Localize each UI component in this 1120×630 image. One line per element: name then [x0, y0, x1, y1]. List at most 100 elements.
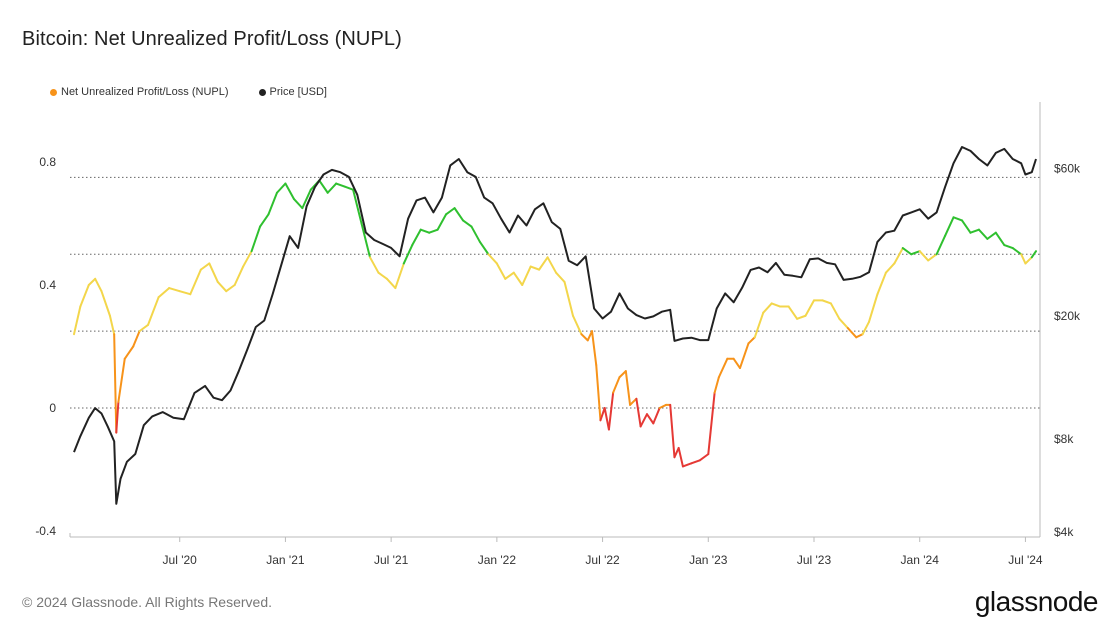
nupl-segment — [147, 296, 160, 326]
nupl-segment — [690, 459, 701, 465]
nupl-segment — [168, 287, 181, 293]
nupl-segment — [352, 188, 363, 225]
nupl-segment — [867, 293, 879, 323]
nupl-segment — [343, 185, 355, 191]
nupl-segment — [113, 333, 118, 434]
nupl-segment — [861, 320, 870, 336]
nupl-segment — [275, 182, 287, 194]
nupl-segment — [977, 228, 989, 240]
nupl-segment — [1011, 247, 1023, 256]
nupl-segment — [821, 299, 832, 305]
nupl-segment — [563, 280, 574, 317]
nupl-segment — [115, 400, 120, 434]
nupl-segment — [1024, 256, 1033, 265]
nupl-segment — [717, 357, 729, 379]
nupl-segment — [681, 462, 693, 468]
nupl-segment — [986, 231, 997, 240]
nupl-segment — [618, 370, 627, 379]
nupl-segment — [394, 262, 405, 290]
legend-dot-nupl — [50, 88, 57, 96]
nupl-segment — [470, 225, 481, 243]
nupl-segment — [189, 268, 202, 296]
nupl-segment — [100, 290, 111, 317]
nupl-segment — [546, 256, 558, 274]
x-tick-label: Jul '22 — [585, 553, 620, 567]
nupl-segment — [893, 247, 904, 265]
nupl-segment — [838, 317, 849, 330]
nupl-segment — [428, 228, 439, 234]
nupl-segment — [521, 265, 532, 286]
nupl-segment — [639, 413, 648, 428]
nupl-segment — [910, 250, 921, 256]
nupl-segment — [478, 240, 490, 256]
nupl-segment — [1003, 244, 1014, 250]
nupl-segment — [208, 262, 219, 283]
nupl-segment — [747, 336, 756, 345]
x-tick-label: Jan '23 — [689, 553, 728, 567]
nupl-segment — [529, 265, 541, 271]
nupl-segment — [385, 277, 397, 290]
nupl-segment — [876, 271, 887, 296]
legend-item-nupl[interactable]: Net Unrealized Profit/Loss (NUPL) — [50, 86, 229, 98]
nupl-segment — [918, 250, 930, 262]
nupl-segment — [360, 222, 371, 259]
nupl-segment — [884, 262, 896, 274]
nupl-segment — [673, 446, 680, 459]
nupl-segment — [216, 280, 228, 293]
nupl-segment — [901, 247, 913, 256]
nupl-segment — [453, 207, 465, 222]
nupl-segment — [462, 219, 473, 228]
legend-label-nupl: Net Unrealized Profit/Loss (NUPL) — [61, 86, 229, 98]
nupl-segment — [762, 302, 773, 314]
nupl-segment — [199, 262, 211, 271]
nupl-segment — [436, 213, 448, 231]
nupl-segment — [284, 182, 295, 200]
nupl-segment — [108, 314, 116, 336]
nupl-segment — [739, 342, 750, 370]
legend-item-price[interactable]: Price [USD] — [258, 86, 327, 98]
nupl-segment — [487, 253, 498, 265]
nupl-segment — [645, 413, 655, 425]
nupl-segment — [829, 302, 841, 320]
threshold-lines — [70, 176, 1040, 409]
nupl-segment — [713, 376, 720, 394]
nupl-segment — [796, 314, 807, 320]
nupl-segment — [138, 323, 149, 333]
nupl-segment — [411, 228, 422, 247]
nupl-segment — [504, 271, 515, 280]
nupl-segment — [571, 314, 583, 336]
nupl-segment — [591, 330, 598, 366]
y-right-tick-label: $20k — [1054, 309, 1081, 323]
y-right-tick-label: $4k — [1054, 525, 1074, 539]
chart-legend: Net Unrealized Profit/Loss (NUPL) Price … — [50, 86, 327, 98]
x-tick-label: Jan '24 — [901, 553, 940, 567]
nupl-segment — [292, 197, 304, 210]
nupl-segment — [612, 376, 621, 394]
nupl-segment — [335, 182, 346, 188]
nupl-segment — [326, 182, 338, 194]
axes — [69, 102, 1041, 542]
nupl-segment — [555, 271, 566, 283]
nupl-segment — [787, 305, 799, 320]
x-tick-label: Jul '23 — [797, 553, 832, 567]
nupl-segment — [73, 305, 82, 336]
nupl-segment — [586, 330, 593, 342]
y-right-tick-label: $60k — [1054, 162, 1081, 176]
nupl-segment — [599, 407, 606, 422]
nupl-segment — [369, 256, 380, 274]
nupl-segment — [629, 397, 638, 406]
nupl-segment — [1020, 253, 1027, 265]
nupl-segment — [377, 271, 388, 280]
glassnode-logo: glassnode — [974, 586, 1099, 617]
x-tick-label: Jul '24 — [1008, 553, 1043, 567]
nupl-segment — [944, 216, 955, 237]
legend-dot-price — [258, 88, 266, 96]
y-right-tick-label: $8k — [1054, 432, 1074, 446]
price-series-line — [73, 146, 1037, 505]
nupl-segment — [117, 357, 126, 403]
x-tick-label: Jan '21 — [266, 553, 305, 567]
nupl-segment — [635, 397, 642, 428]
nupl-segment — [267, 191, 278, 216]
nupl-segment — [753, 311, 765, 339]
nupl-segment — [242, 250, 253, 268]
